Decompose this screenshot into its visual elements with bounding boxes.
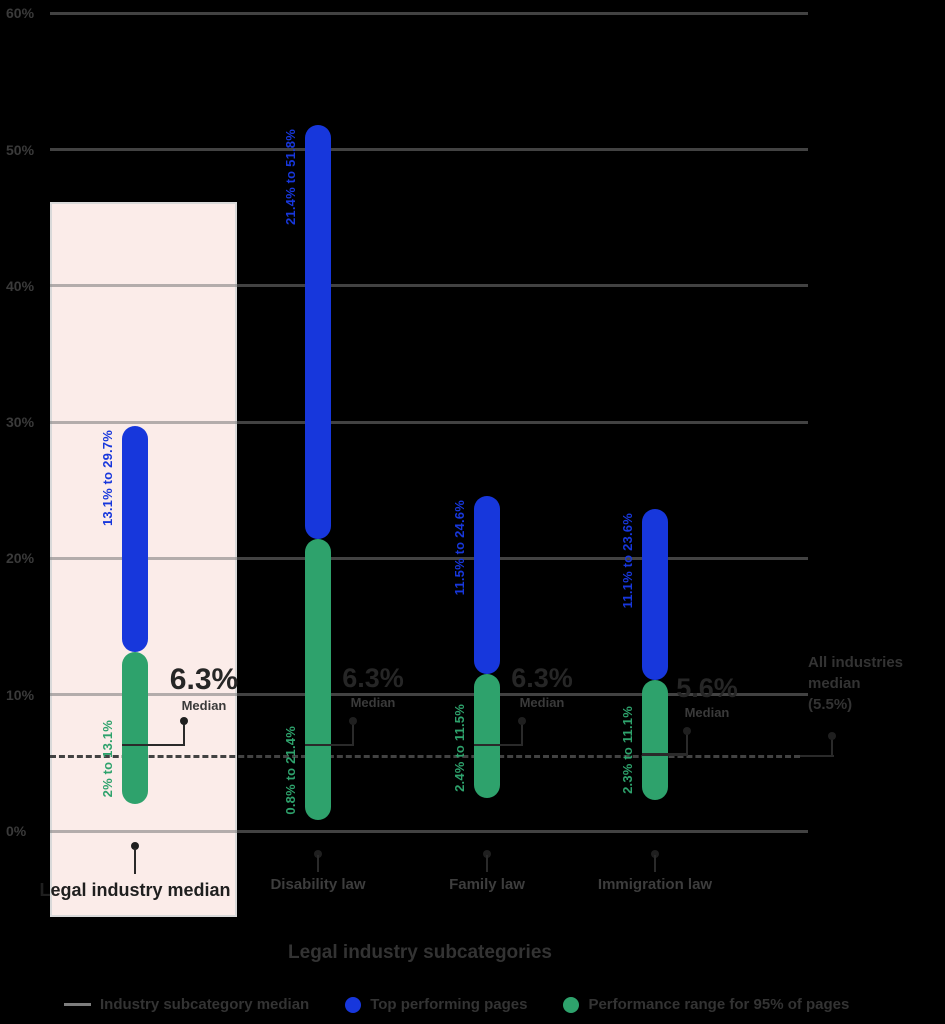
y-tick-label: 30%	[6, 414, 35, 431]
green-range-label: 0.8% to 21.4%	[283, 725, 298, 815]
median-pointer-v	[686, 733, 688, 755]
median-pointer-dot	[180, 717, 188, 726]
y-tick-label: 50%	[6, 141, 35, 158]
gridline-40	[50, 284, 808, 288]
legend-label: Industry subcategory median	[100, 996, 310, 1013]
category-pointer-dot	[131, 842, 139, 850]
median-pointer-dot	[518, 717, 526, 726]
category-label: Family law	[449, 876, 525, 893]
y-tick-label: 20%	[6, 550, 35, 567]
blue-range-bar	[122, 426, 148, 653]
green-range-label: 2.4% to 11.5%	[452, 704, 467, 793]
category-pointer-line	[654, 855, 656, 872]
legend-item-top-performing: Top performing pages	[345, 996, 527, 1013]
median-tick	[305, 743, 354, 747]
median-tick	[474, 743, 523, 747]
blue-dot-icon	[345, 996, 362, 1013]
y-tick-label: 10%	[6, 686, 35, 703]
median-value: 6.3%	[511, 663, 573, 694]
median-label: 6.3% Median	[169, 663, 239, 714]
median-tick	[642, 753, 688, 756]
median-label: 5.6% Median	[672, 672, 742, 720]
median-value: 6.3%	[169, 663, 239, 697]
green-range-label: 2% to 13.1%	[100, 720, 115, 798]
blue-range-bar	[305, 125, 331, 540]
blue-range-bar	[474, 495, 500, 675]
median-pointer-dot	[349, 717, 357, 726]
blue-range-label: 11.1% to 23.6%	[620, 513, 635, 609]
legend-label: Top performing pages	[370, 996, 528, 1013]
category-label: Immigration law	[597, 876, 713, 893]
gridline-0	[50, 829, 808, 833]
category-label: Legal industry median	[39, 880, 231, 900]
median-value: 5.6%	[676, 672, 738, 703]
y-tick-label: 0%	[6, 823, 27, 839]
legend-item-median: Industry subcategory median	[64, 996, 309, 1013]
green-range-bar	[642, 679, 668, 800]
median-line-icon	[64, 1003, 91, 1006]
median-tick	[122, 743, 185, 747]
gridline-10	[50, 693, 808, 697]
median-sublabel: Median	[350, 695, 396, 711]
all-industries-median-annotation: All industries median (5.5%)	[808, 652, 945, 715]
y-tick-label: 40%	[6, 277, 35, 294]
category-label: Disability law	[270, 876, 366, 893]
green-dot-icon	[563, 996, 580, 1013]
gridline-60	[50, 11, 808, 15]
median-pointer-v	[183, 724, 185, 746]
blue-range-label: 13.1% to 29.7%	[100, 430, 115, 527]
green-range-bar	[122, 652, 148, 804]
median-value: 6.3%	[342, 663, 404, 694]
category-pointer-dot	[483, 850, 491, 858]
category-pointer-line	[486, 855, 488, 872]
category-pointer-dot	[314, 850, 322, 858]
annotation-line2: (5.5%)	[808, 696, 853, 713]
median-sublabel: Median	[519, 695, 565, 711]
category-pointer-line	[134, 848, 136, 874]
median-label: 6.3% Median	[507, 663, 577, 711]
green-range-bar	[305, 539, 331, 821]
category-pointer-line	[317, 855, 319, 872]
blue-range-label: 11.5% to 24.6%	[452, 499, 467, 596]
median-label: 6.3% Median	[338, 663, 408, 711]
category-pointer-dot	[651, 850, 659, 858]
x-axis-title: Legal industry subcategories	[288, 942, 552, 963]
gridline-50	[50, 148, 808, 152]
green-range-label: 2.3% to 11.1%	[620, 705, 635, 794]
median-sublabel: Median	[684, 704, 730, 720]
median-pointer-dot	[683, 726, 691, 735]
annotation-elbow-h	[800, 755, 834, 758]
annotation-elbow-v	[831, 736, 833, 757]
gridline-30	[50, 420, 808, 424]
blue-range-label: 21.4% to 51.8%	[283, 129, 298, 226]
median-sublabel: Median	[181, 698, 227, 714]
legend: Industry subcategory median Top performi…	[64, 996, 849, 1013]
median-pointer-v	[352, 724, 354, 746]
median-pointer-v	[521, 724, 523, 746]
legend-label: Performance range for 95% of pages	[588, 996, 850, 1013]
annotation-line1: All industries median	[808, 654, 904, 692]
gridline-20	[50, 556, 808, 560]
annotation-dot	[828, 732, 836, 741]
y-tick-label: 60%	[6, 5, 35, 22]
blue-range-bar	[642, 509, 668, 680]
legend-item-performance-range: Performance range for 95% of pages	[563, 996, 849, 1013]
all-industries-median-line	[50, 754, 800, 758]
green-range-bar	[474, 674, 500, 799]
